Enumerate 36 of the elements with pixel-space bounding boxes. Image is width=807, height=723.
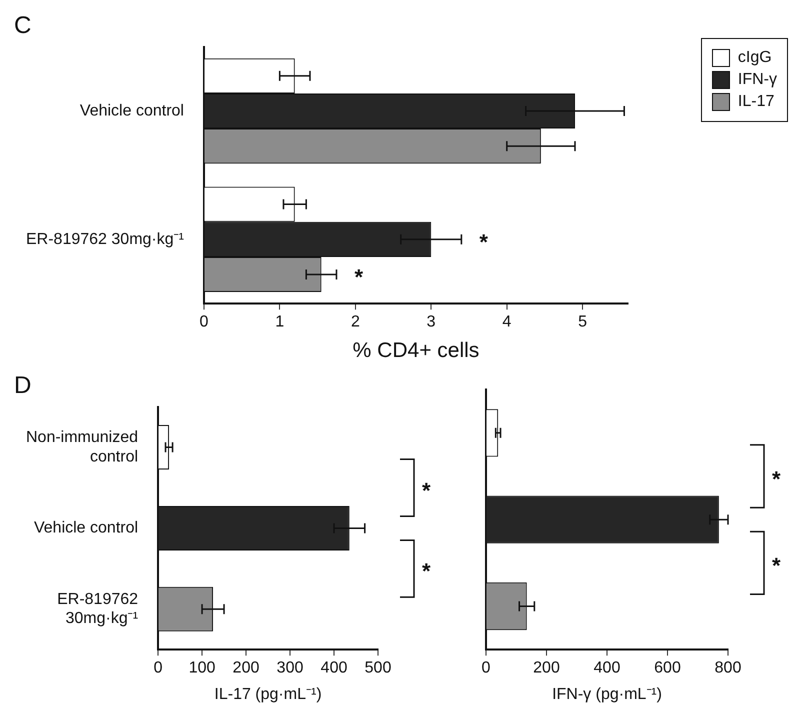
- x-tick-label: 200: [232, 660, 260, 677]
- x-tick-label: 0: [482, 660, 491, 677]
- x-tick-label: 5: [578, 314, 588, 331]
- x-tick-label: 100: [188, 660, 216, 677]
- y-tick-label: Vehicle control: [80, 102, 184, 120]
- x-tick-label: 3: [426, 314, 436, 331]
- annotation: *: [479, 229, 488, 254]
- legend-label: IFN-γ: [738, 71, 777, 89]
- text: *: [772, 552, 781, 578]
- x-tick-label: 400: [594, 660, 620, 677]
- text: *: [422, 478, 431, 503]
- x-tick-label: 600: [654, 660, 681, 677]
- x-tick-label: 500: [364, 660, 392, 677]
- legend-label: IL-17: [738, 93, 774, 111]
- x-tick-label: 0: [154, 660, 163, 677]
- x-tick-label: 300: [276, 660, 304, 677]
- annotation: *: [354, 264, 364, 290]
- text: *: [422, 558, 431, 584]
- x-tick-label: 0: [200, 314, 209, 331]
- x-tick-label: 200: [533, 660, 560, 677]
- x-axis-title: IL-17 (pg·mL⁻¹): [214, 686, 322, 703]
- chart-title: D: [14, 372, 32, 400]
- text: *: [772, 466, 781, 492]
- x-tick-label: 400: [320, 660, 348, 677]
- chart-title: C: [14, 12, 32, 40]
- y-tick-label: Vehicle control: [34, 520, 138, 537]
- x-axis-title: IFN-γ (pg·mL⁻¹): [552, 686, 662, 703]
- legend-label: cIgG: [738, 49, 772, 67]
- y-tick-label: Non-immunized control: [26, 429, 138, 466]
- x-tick-label: 4: [502, 314, 512, 331]
- x-tick-label: 2: [350, 314, 360, 331]
- x-axis-title: % CD4+ cells: [352, 339, 480, 362]
- x-tick-label: 800: [714, 660, 742, 677]
- y-tick-label: ER-819762 30mg·kg⁻¹: [57, 590, 138, 628]
- y-tick-label: ER-819762 30mg·kg⁻¹: [26, 230, 184, 248]
- x-tick-label: 1: [275, 314, 284, 331]
